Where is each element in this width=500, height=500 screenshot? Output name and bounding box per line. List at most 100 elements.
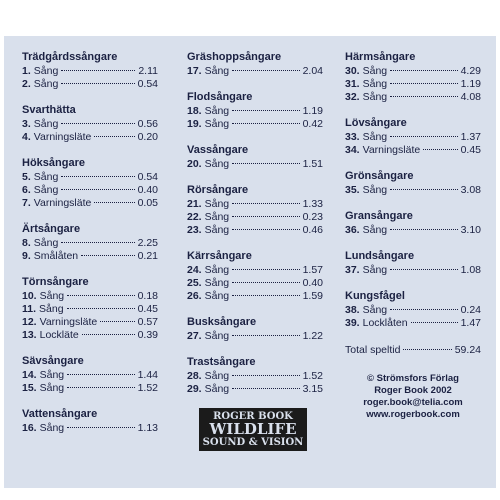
track-number: 1. [22,65,31,77]
track-name: Sång [362,224,388,236]
leader-dots [423,149,458,150]
species-title: Rörsångare [187,184,249,196]
leader-dots [61,242,135,243]
track-name: Sång [204,211,230,223]
track-row: 28. Sång 1.52 [187,370,323,383]
track-name: Sång [39,422,65,434]
track-name: Sång [33,118,59,130]
track-name: Sång [204,383,230,395]
track-number: 3. [22,118,31,130]
leader-dots [61,83,135,84]
track-number: 21. [187,198,202,210]
track-row: 35. Sång 3.08 [345,184,481,197]
track-name: Sång [362,91,388,103]
track-name: Varningsläte [39,316,98,328]
leader-dots [403,349,452,350]
track-number: 18. [187,105,202,117]
species-group: Trastsångare 28. Sång 1.52 29. Sång 3.15 [187,355,323,396]
track-name: Sång [204,158,230,170]
track-time: 0.42 [302,118,323,130]
track-row: 9. Smålåten 0.21 [22,250,158,263]
track-time: 0.46 [302,224,323,236]
track-time: 3.10 [460,224,481,236]
species-group: Gransångare 36. Sång 3.10 [345,209,481,237]
track-number: 9. [22,250,31,262]
publisher-logo: ROGER BOOK WILDLIFE SOUND & VISION [199,408,307,451]
leader-dots [232,216,300,217]
track-time: 1.37 [460,131,481,143]
track-row: 36. Sång 3.10 [345,224,481,237]
logo-line: SOUND & VISION [202,437,304,448]
leader-dots [81,255,135,256]
track-number: 23. [187,224,202,236]
leader-dots [390,189,458,190]
leader-dots [232,388,300,389]
track-time: 3.15 [302,383,323,395]
track-time: 2.04 [302,65,323,77]
track-row: 38. Sång 0.24 [345,304,481,317]
track-time: 4.08 [460,91,481,103]
track-row: 24. Sång 1.57 [187,264,323,277]
logo-line: ROGER BOOK [213,411,293,422]
species-group: Vattensångare 16. Sång 1.13 [22,407,158,435]
track-row: Total speltid 59.24 [345,344,481,357]
species-title: Flodsångare [187,91,253,103]
species-group: Törnsångare 10. Sång 0.18 11. Sång 0.45 12. Varn… [22,275,158,342]
track-time: 0.57 [137,316,158,328]
track-name: Sång [204,330,230,342]
leader-dots [410,322,458,323]
leader-dots [232,229,300,230]
leader-dots [390,309,458,310]
species-group: Flodsångare 18. Sång 1.19 19. Sång 0.42 [187,90,323,131]
leader-dots [232,123,300,124]
track-number: 11. [22,303,37,315]
track-time: 0.39 [137,329,158,341]
track-number: 28. [187,370,202,382]
track-name: Sång [39,303,64,315]
track-number: 30. [345,65,360,77]
track-number: 16. [22,422,37,434]
track-time: 0.40 [302,277,323,289]
species-title: Kärrsångare [187,250,252,262]
species-title: Kungsfågel [345,290,405,302]
track-time: 1.33 [302,198,323,210]
track-name: Sång [362,78,388,90]
track-row: 15. Sång 1.52 [22,382,158,395]
track-name: Sång [362,65,388,77]
track-number: 19. [187,118,202,130]
track-name: Sång [204,277,230,289]
leader-dots [232,295,300,296]
track-name: Varningsläte [362,144,421,156]
track-number: 32. [345,91,360,103]
track-row: 10. Sång 0.18 [22,290,158,303]
credit-line: www.rogerbook.com [366,409,460,420]
track-time: 1.13 [137,422,158,434]
track-name: Locklåten [362,317,408,329]
species-title: Ärtsångare [22,223,81,235]
track-row: 19. Sång 0.42 [187,118,323,131]
leader-dots [232,269,300,270]
cd-back-cover: Trädgårdssångare 1. Sång 2.11 2. Sång 0.54 Svar… [4,36,496,488]
track-number: 8. [22,237,31,249]
species-title: Trastsångare [187,356,256,368]
track-row: 37. Sång 1.08 [345,264,481,277]
track-row: 17. Sång 2.04 [187,65,323,78]
track-row: 8. Sång 2.25 [22,237,158,250]
track-number: 27. [187,330,202,342]
leader-dots [390,136,458,137]
track-time: 1.59 [302,290,323,302]
track-row: 1. Sång 2.11 [22,65,158,78]
track-row: 16. Sång 1.13 [22,422,158,435]
species-title: Trädgårdssångare [22,51,118,63]
track-name: Sång [39,369,65,381]
track-time: 0.21 [137,250,158,262]
track-number: 2. [22,78,31,90]
track-number: 36. [345,224,360,236]
track-row: 27. Sång 1.22 [187,330,323,343]
leader-dots [66,308,135,309]
track-number: 38. [345,304,360,316]
track-name: Sång [362,184,388,196]
track-time: 0.18 [137,290,158,302]
track-row: 12. Varningsläte 0.57 [22,316,158,329]
species-title: Törnsångare [22,276,89,288]
